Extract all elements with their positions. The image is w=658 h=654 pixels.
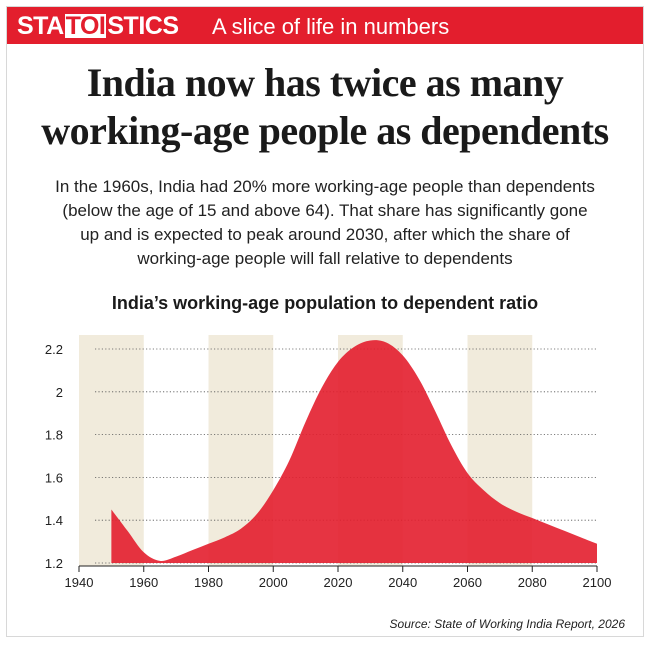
data-point-2020 bbox=[337, 361, 339, 363]
data-point-2080 bbox=[531, 517, 533, 519]
data-point-2025 bbox=[353, 346, 355, 348]
y-tick-label-1: 1.4 bbox=[45, 513, 63, 528]
x-tick-label-6: 2060 bbox=[453, 575, 482, 590]
intro-text: In the 1960s, India had 20% more working… bbox=[25, 175, 625, 271]
data-point-1955 bbox=[126, 530, 128, 532]
y-tick-label-3: 1.8 bbox=[45, 428, 63, 443]
data-point-2060 bbox=[466, 472, 468, 474]
data-point-2045 bbox=[418, 378, 420, 380]
statoistics-logo: STATOISTICS bbox=[17, 12, 179, 40]
headline-line-2: working-age people as dependents bbox=[41, 108, 609, 153]
data-point-1995 bbox=[256, 513, 258, 515]
data-point-2090 bbox=[563, 530, 565, 532]
x-tick-label-4: 2020 bbox=[324, 575, 353, 590]
x-tick-label-7: 2080 bbox=[518, 575, 547, 590]
x-tick-label-2: 1980 bbox=[194, 575, 223, 590]
chart-title: India’s working-age population to depend… bbox=[111, 293, 539, 313]
y-tick-label-0: 1.2 bbox=[45, 556, 63, 571]
intro-line-1: In the 1960s, India had 20% more working… bbox=[55, 177, 595, 196]
data-point-1965 bbox=[159, 560, 161, 562]
intro-line-2: (below the age of 15 and above 64). That… bbox=[62, 201, 588, 220]
data-point-2050 bbox=[434, 410, 436, 412]
data-point-1985 bbox=[223, 536, 225, 538]
y-tick-label-4: 2 bbox=[56, 385, 63, 400]
data-point-2000 bbox=[272, 489, 274, 491]
data-point-2075 bbox=[515, 510, 517, 512]
data-point-1950 bbox=[110, 508, 112, 510]
x-tick-label-5: 2040 bbox=[388, 575, 417, 590]
data-point-1970 bbox=[175, 555, 177, 557]
infographic-frame: STATOISTICS A slice of life in numbers I… bbox=[6, 6, 644, 637]
data-point-1990 bbox=[240, 528, 242, 530]
data-point-2065 bbox=[482, 489, 484, 491]
source-note: Source: State of Working India Report, 2… bbox=[389, 617, 625, 631]
y-tick-label-2: 1.6 bbox=[45, 470, 63, 485]
data-point-2095 bbox=[580, 536, 582, 538]
x-tick-label-1: 1960 bbox=[129, 575, 158, 590]
banner-tagline: A slice of life in numbers bbox=[212, 14, 450, 39]
data-point-2100 bbox=[596, 543, 598, 545]
headline: India now has twice as many working-age … bbox=[7, 59, 643, 155]
data-point-2085 bbox=[547, 523, 549, 525]
data-point-2010 bbox=[304, 421, 306, 423]
data-point-2055 bbox=[450, 444, 452, 446]
data-point-2035 bbox=[385, 341, 387, 343]
data-point-2030 bbox=[369, 339, 371, 341]
x-tick-label-8: 2100 bbox=[583, 575, 612, 590]
x-tick-label-0: 1940 bbox=[65, 575, 94, 590]
data-point-2005 bbox=[288, 459, 290, 461]
headline-line-1: India now has twice as many bbox=[86, 60, 564, 105]
statoistics-banner: STATOISTICS A slice of life in numbers bbox=[7, 7, 643, 44]
ratio-area-chart: 1.2 1.4 1.6 1.8 2 2.2 1940 1960 1980 2000 2020 2040… bbox=[45, 335, 612, 590]
data-point-1960 bbox=[143, 551, 145, 553]
y-tick-label-5: 2.2 bbox=[45, 342, 63, 357]
intro-line-4: working-age people will fall relative to… bbox=[137, 249, 513, 268]
data-point-2015 bbox=[321, 386, 323, 388]
data-point-1980 bbox=[207, 543, 209, 545]
ratio-area-series bbox=[111, 340, 597, 563]
x-tick-label-3: 2000 bbox=[259, 575, 288, 590]
data-point-1975 bbox=[191, 549, 193, 551]
data-point-2070 bbox=[499, 502, 501, 504]
intro-line-3: up and is expected to peak around 2030, … bbox=[80, 225, 570, 244]
data-point-2040 bbox=[402, 354, 404, 356]
